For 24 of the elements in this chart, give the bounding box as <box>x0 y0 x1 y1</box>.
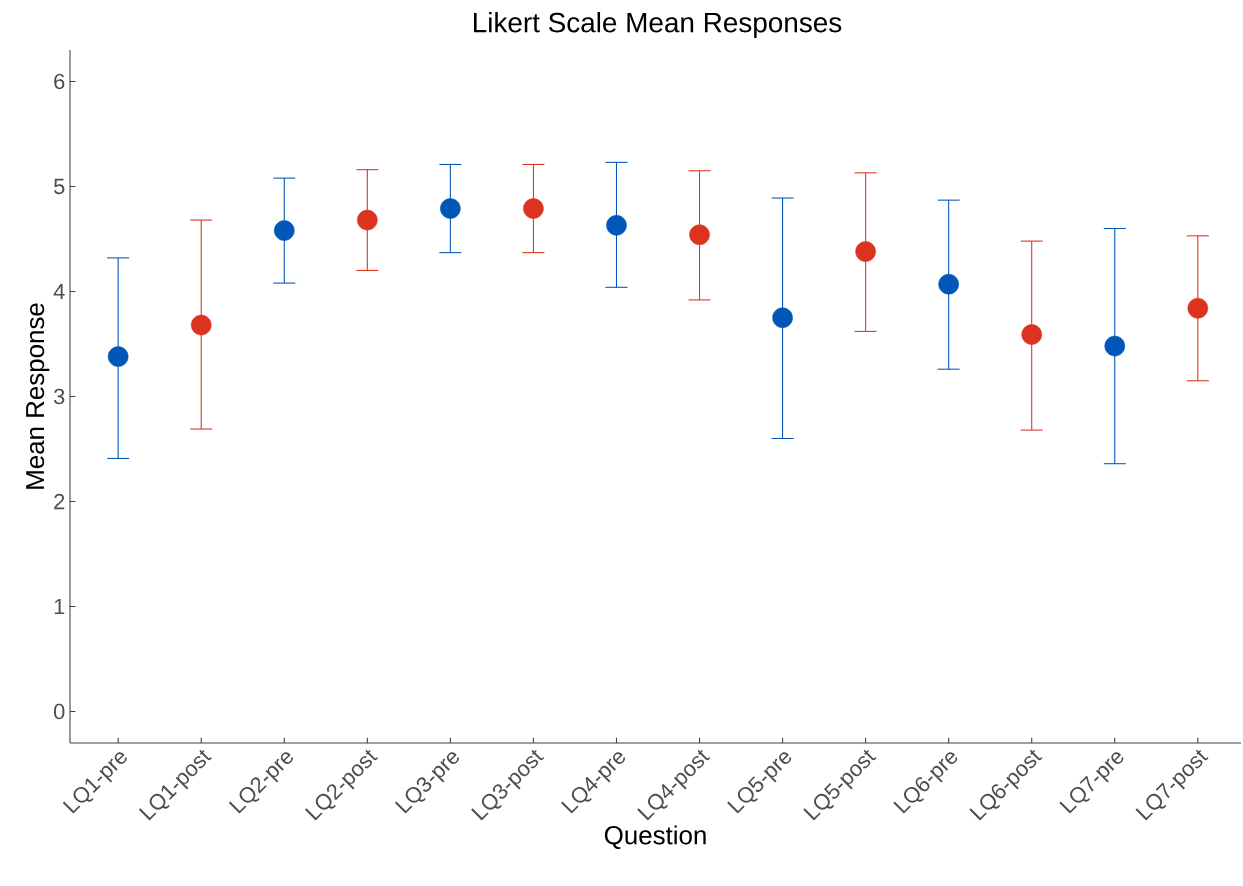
point <box>938 273 959 295</box>
point <box>107 346 129 367</box>
y-tick-label: 2 <box>54 493 65 510</box>
point <box>606 215 627 236</box>
y-tick-label: 3 <box>53 388 65 405</box>
point <box>772 307 793 329</box>
point <box>689 224 710 246</box>
point <box>523 198 544 219</box>
point <box>1187 298 1209 319</box>
point <box>190 314 212 336</box>
point <box>855 241 876 262</box>
y-tick-label: 5 <box>53 178 65 195</box>
y-axis-title: Mean Response <box>26 303 50 489</box>
point <box>1021 324 1042 345</box>
y-tick-label: 6 <box>54 73 65 90</box>
point <box>440 198 461 219</box>
point <box>1104 335 1126 357</box>
chart-title: Likert Scale Mean Responses <box>474 11 842 38</box>
point <box>274 220 295 241</box>
x-axis-title: Question <box>604 825 706 850</box>
point <box>357 209 378 231</box>
y-tick-label: 1 <box>54 598 65 615</box>
y-tick-label: 4 <box>53 283 65 300</box>
y-tick-label: 0 <box>53 703 65 720</box>
